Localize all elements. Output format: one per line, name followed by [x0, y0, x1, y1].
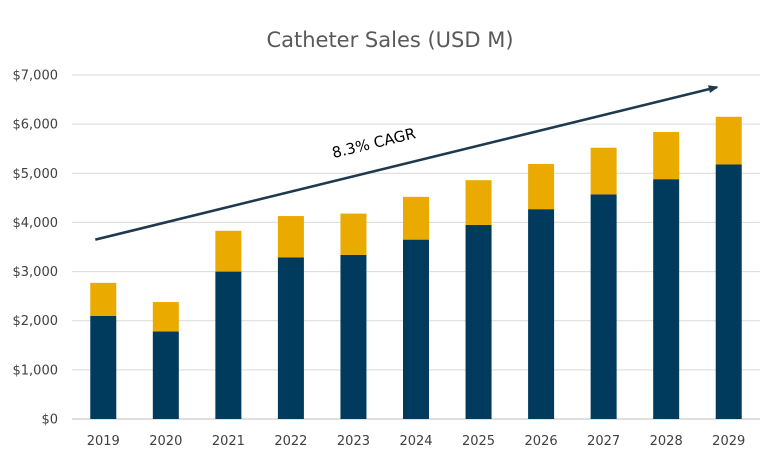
- y-tick-label: $2,000: [13, 314, 59, 329]
- x-tick-label: 2026: [525, 434, 558, 449]
- chart-title: Catheter Sales (USD M): [266, 28, 513, 52]
- y-axis-ticks: $0 $1,000 $2,000 $3,000 $4,000 $5,000 $6,000 $7…: [13, 69, 59, 428]
- bar-segment-lower: [465, 224, 492, 419]
- x-axis-ticks: 2019 2020 2021 2022 2023 2024 2025 2026 2027 2028…: [87, 434, 746, 449]
- x-tick-label: 2021: [212, 434, 245, 449]
- bar-segment-upper: [152, 302, 179, 332]
- bar-segment-lower: [528, 209, 555, 419]
- cagr-arrow: [94, 85, 719, 241]
- bar-segment-upper: [590, 147, 617, 195]
- bar-segment-upper: [215, 230, 242, 272]
- bar-segment-lower: [215, 271, 242, 419]
- bar-segment-upper: [340, 213, 367, 255]
- y-tick-label: $7,000: [13, 69, 59, 84]
- bar-segment-lower: [590, 194, 617, 419]
- bar-segment-lower: [653, 179, 680, 419]
- bar-segment-lower: [277, 257, 304, 419]
- bar-segment-upper: [465, 180, 492, 225]
- bar-segment-lower: [715, 164, 742, 419]
- y-tick-label: $0: [41, 413, 58, 428]
- bar-segment-upper: [403, 196, 429, 240]
- cagr-label: 8.3% CAGR: [330, 124, 417, 162]
- bar-segment-lower: [152, 331, 179, 419]
- bar-segment-upper: [715, 116, 742, 165]
- bar-segment-upper: [528, 163, 555, 210]
- x-tick-label: 2027: [587, 434, 620, 449]
- x-tick-label: 2020: [149, 434, 182, 449]
- bars: [90, 116, 742, 419]
- bar-segment-lower: [90, 315, 117, 419]
- x-tick-label: 2025: [462, 434, 495, 449]
- x-tick-label: 2028: [650, 434, 683, 449]
- x-tick-label: 2024: [399, 434, 432, 449]
- x-tick-label: 2022: [274, 434, 307, 449]
- bar-segment-lower: [340, 254, 367, 419]
- y-tick-label: $1,000: [13, 363, 59, 378]
- x-tick-label: 2019: [87, 434, 120, 449]
- x-tick-label: 2023: [337, 434, 370, 449]
- bar-segment-upper: [653, 132, 680, 180]
- y-tick-label: $6,000: [13, 118, 59, 133]
- bar-segment-upper: [90, 282, 117, 316]
- y-tick-label: $5,000: [13, 167, 59, 182]
- x-tick-label: 2029: [712, 434, 745, 449]
- y-tick-label: $3,000: [13, 265, 59, 280]
- y-tick-label: $4,000: [13, 216, 59, 231]
- bar-segment-upper: [277, 216, 304, 258]
- bar-segment-lower: [403, 239, 429, 419]
